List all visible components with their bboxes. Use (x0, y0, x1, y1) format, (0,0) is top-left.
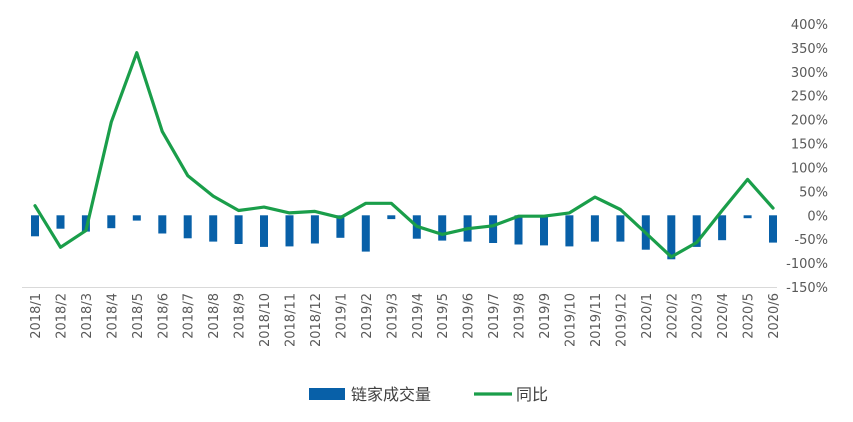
x-tick-label: 2019/10 (563, 293, 578, 347)
x-tick-label: 2020/3 (691, 293, 706, 339)
bar-2020/4 (718, 215, 727, 241)
x-tick-label: 2018/11 (284, 293, 299, 347)
x-axis: 2018/1 2018/2 2018/3 2018/4 2018/5 2018/6 2018… (29, 293, 782, 347)
x-tick-label: 2018/7 (182, 293, 197, 339)
bar-2019/10 (565, 215, 574, 247)
y-tick-label: 300% (791, 66, 828, 81)
bar-2019/8 (514, 215, 523, 245)
line-series (33, 51, 775, 259)
x-tick-label: 2019/3 (385, 293, 400, 339)
x-tick-label: 2018/5 (131, 293, 146, 339)
x-tick-label: 2019/5 (436, 293, 451, 339)
x-tick-label: 2020/4 (716, 293, 731, 339)
bar-2018/9 (234, 215, 243, 244)
x-tick-label: 2018/6 (156, 293, 171, 339)
x-tick-label: 2018/1 (29, 293, 44, 339)
bar-2020/6 (769, 215, 777, 243)
bar-2018/5 (132, 215, 141, 221)
bar-2018/12 (310, 215, 319, 244)
bar-2018/8 (209, 215, 218, 242)
legend-label-line: 同比 (516, 385, 548, 404)
y-tick-label: 400% (791, 18, 828, 33)
x-tick-label: 2018/2 (54, 293, 69, 339)
y-tick-label: 50% (799, 185, 828, 200)
bar-2019/1 (336, 215, 345, 238)
y-tick-label: 250% (791, 90, 828, 105)
x-tick-label: 2019/4 (411, 293, 426, 339)
legend: 链家成交量 同比 (309, 385, 548, 404)
bar-2020/5 (743, 215, 752, 219)
x-tick-label: 2018/9 (233, 293, 248, 339)
bar-2019/5 (438, 215, 447, 241)
y-tick-label: 0% (807, 209, 828, 224)
x-tick-label: 2020/6 (767, 293, 782, 339)
y-tick-label: -50% (794, 233, 828, 248)
x-tick-label: 2020/1 (640, 293, 655, 339)
x-tick-label: 2019/6 (462, 293, 477, 339)
x-tick-label: 2018/10 (258, 293, 273, 347)
bar-2018/6 (158, 215, 167, 234)
x-tick-label: 2018/4 (105, 293, 120, 339)
y-tick-label: 150% (791, 138, 828, 153)
x-tick-label: 2019/1 (334, 293, 349, 339)
bar-2020/2 (667, 215, 676, 260)
x-tick-label: 2019/9 (538, 293, 553, 339)
y-tick-label: 200% (791, 114, 828, 129)
x-tick-label: 2020/2 (665, 293, 680, 339)
x-tick-label: 2019/2 (360, 293, 375, 339)
bar-2018/3 (81, 215, 90, 232)
bar-2019/12 (616, 215, 625, 242)
y-tick-label: -150% (786, 281, 828, 296)
bar-2019/2 (361, 215, 370, 252)
bar-2018/10 (260, 215, 268, 247)
x-tick-label: 2020/5 (742, 293, 757, 339)
x-tick-label: 2018/8 (207, 293, 222, 339)
bar-2019/7 (489, 215, 498, 243)
y-tick-label: -100% (786, 257, 828, 272)
bar-2019/9 (540, 215, 548, 246)
bar-2019/3 (387, 215, 396, 220)
bar-2018/11 (285, 215, 294, 247)
bar-2020/3 (692, 215, 701, 247)
x-tick-label: 2018/12 (309, 293, 324, 347)
x-tick-label: 2018/3 (80, 293, 95, 339)
bar-2018/1 (31, 215, 39, 237)
bar-2018/4 (107, 215, 116, 229)
x-tick-label: 2019/11 (589, 293, 604, 347)
legend-swatch-bar (309, 388, 345, 400)
x-tick-label: 2019/8 (513, 293, 528, 339)
bar-2018/7 (183, 215, 192, 239)
y-tick-label: 350% (791, 42, 828, 57)
x-tick-label: 2019/7 (487, 293, 502, 339)
y-axis-right: 400% 350% 300% 250% 200% 150% 100% 50% 0% -50% -10… (786, 18, 828, 296)
bar-2019/11 (590, 215, 599, 242)
legend-label-bar: 链家成交量 (351, 385, 431, 404)
y-tick-label: 100% (791, 162, 828, 177)
x-tick-label: 2019/12 (614, 293, 629, 347)
bar-2018/2 (56, 215, 65, 229)
